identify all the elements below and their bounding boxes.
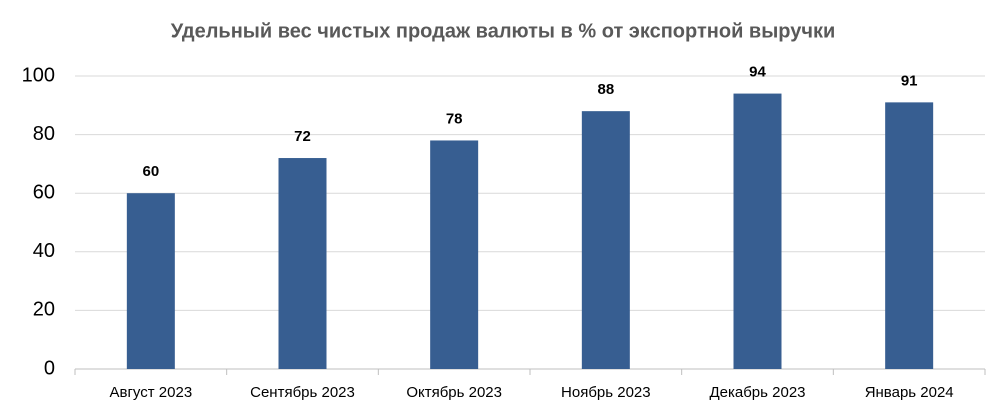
x-tick-label: Октябрь 2023 <box>406 384 502 401</box>
x-tick-label: Сентябрь 2023 <box>250 384 355 401</box>
x-tick-label: Декабрь 2023 <box>709 384 805 401</box>
x-tick-label: Ноябрь 2023 <box>561 384 651 401</box>
value-label: 60 <box>142 163 159 180</box>
x-tick-label: Январь 2024 <box>865 384 954 401</box>
y-tick-label: 40 <box>33 240 55 262</box>
x-tick-label: Август 2023 <box>109 384 192 401</box>
value-label: 91 <box>901 72 918 89</box>
y-tick-label: 0 <box>44 357 55 379</box>
bar <box>733 93 782 369</box>
y-tick-label: 100 <box>22 64 55 86</box>
bar <box>581 111 630 369</box>
y-tick-label: 80 <box>33 123 55 145</box>
value-label: 94 <box>749 64 766 81</box>
bar <box>278 158 327 369</box>
value-label: 72 <box>294 128 311 145</box>
bar <box>885 102 934 370</box>
bar <box>126 193 175 369</box>
bar <box>430 140 479 369</box>
chart-title: Удельный вес чистых продаж валюты в % от… <box>171 20 836 42</box>
value-label: 78 <box>446 110 463 127</box>
value-label: 88 <box>597 81 614 98</box>
y-tick-label: 20 <box>33 299 55 321</box>
y-tick-label: 60 <box>33 181 55 203</box>
